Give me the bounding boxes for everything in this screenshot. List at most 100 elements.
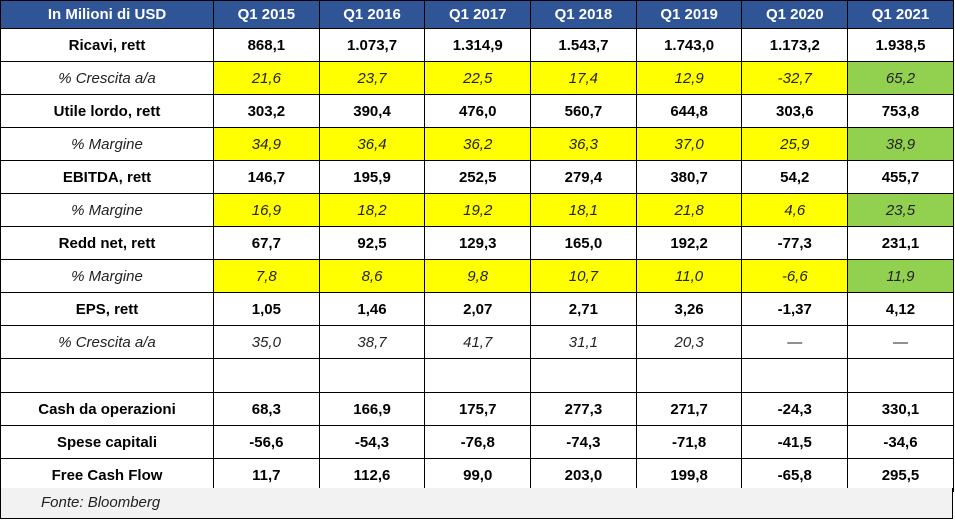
table-cell: 2,71 <box>530 292 637 326</box>
table-row-ebitda: EBITDA, rett 146,7 195,9 252,5 279,4 380,7 54,… <box>0 160 954 194</box>
table-cell: 67,7 <box>213 226 320 260</box>
table-cell: 203,0 <box>530 458 637 492</box>
table-cell: 16,9 <box>213 193 320 227</box>
table-cell <box>424 358 532 393</box>
table-cell: 20,3 <box>635 325 743 359</box>
table-cell: 146,7 <box>213 160 320 194</box>
table-cell: 390,4 <box>318 94 426 128</box>
table-cell: -24,3 <box>741 392 849 426</box>
row-label: % Margine <box>0 193 214 227</box>
table-cell: 165,0 <box>530 226 637 260</box>
table-cell: 31,1 <box>530 325 637 359</box>
table-cell: 11,9 <box>847 259 954 293</box>
table-cell: 4,6 <box>741 193 849 227</box>
table-cell: 22,5 <box>424 61 532 95</box>
table-cell: 644,8 <box>635 94 743 128</box>
table-cell: 38,9 <box>847 127 954 161</box>
table-cell: 277,3 <box>530 392 637 426</box>
table-cell: 21,6 <box>213 61 320 95</box>
table-row-cash-operazioni: Cash da operazioni 68,3 166,9 175,7 277,3 271… <box>0 392 954 426</box>
table-cell: 192,2 <box>635 226 743 260</box>
table-cell: 36,3 <box>530 127 637 161</box>
row-label: Free Cash Flow <box>0 458 214 492</box>
table-header-row: In Milioni di USD Q1 2015 Q1 2016 Q1 201… <box>0 0 954 29</box>
table-row-ricavi: Ricavi, rett 868,1 1.073,7 1.314,9 1.543,7 1.… <box>0 28 954 62</box>
table-cell: 11,7 <box>213 458 320 492</box>
header-year: Q1 2020 <box>741 0 849 29</box>
table-row-margine-ebitda: % Margine 16,9 18,2 19,2 18,1 21,8 4,6 23,5 <box>0 193 954 227</box>
table-cell: 25,9 <box>741 127 849 161</box>
table-cell: 4,12 <box>847 292 954 326</box>
header-year: Q1 2015 <box>213 0 320 29</box>
table-cell: 279,4 <box>530 160 637 194</box>
table-cell: 868,1 <box>213 28 320 62</box>
table-cell: 18,2 <box>318 193 426 227</box>
table-cell: -1,37 <box>741 292 849 326</box>
row-label: Ricavi, rett <box>0 28 214 62</box>
table-cell <box>530 358 637 393</box>
table-cell: 36,2 <box>424 127 532 161</box>
table-cell: 54,2 <box>741 160 849 194</box>
table-cell <box>741 358 849 393</box>
row-label: % Crescita a/a <box>0 325 214 359</box>
table-cell: 8,6 <box>318 259 426 293</box>
table-cell: -74,3 <box>530 425 637 459</box>
table-cell: 41,7 <box>424 325 532 359</box>
table-cell: -56,6 <box>213 425 320 459</box>
table-cell: -77,3 <box>741 226 849 260</box>
table-cell: -6,6 <box>741 259 849 293</box>
table-cell <box>635 358 743 393</box>
table-cell: 35,0 <box>213 325 320 359</box>
row-label: % Margine <box>0 259 214 293</box>
table-cell: 7,8 <box>213 259 320 293</box>
table-cell: -76,8 <box>424 425 532 459</box>
table-row-redd-net: Redd net, rett 67,7 92,5 129,3 165,0 192,2 -77… <box>0 226 954 260</box>
table-cell: 455,7 <box>847 160 954 194</box>
table-row-margine-netto: % Margine 7,8 8,6 9,8 10,7 11,0 -6,6 11,9 <box>0 259 954 293</box>
table-cell: 68,3 <box>213 392 320 426</box>
row-label: Cash da operazioni <box>0 392 214 426</box>
table-cell: 330,1 <box>847 392 954 426</box>
table-row-free-cash-flow: Free Cash Flow 11,7 112,6 99,0 203,0 199,8 -65… <box>0 458 954 492</box>
table-row-spese-capitali: Spese capitali -56,6 -54,3 -76,8 -74,3 -71,8-… <box>0 425 954 459</box>
table-cell: 19,2 <box>424 193 532 227</box>
table-cell: 1.073,7 <box>318 28 426 62</box>
table-cell: -54,3 <box>318 425 426 459</box>
header-units-label: In Milioni di USD <box>0 0 214 29</box>
table-row-eps: EPS, rett 1,05 1,46 2,07 2,71 3,26 -1,37 4,12 <box>0 292 954 326</box>
table-row-utile-lordo: Utile lordo, rett 303,2 390,4 476,0 560,7 644… <box>0 94 954 128</box>
table-row-spacer <box>0 358 954 393</box>
table-cell: 271,7 <box>635 392 743 426</box>
table-cell: 21,8 <box>635 193 743 227</box>
table-cell: — <box>847 325 954 359</box>
table-cell: 560,7 <box>530 94 637 128</box>
table-cell: 252,5 <box>424 160 532 194</box>
table-cell: -65,8 <box>741 458 849 492</box>
row-label: Utile lordo, rett <box>0 94 214 128</box>
table-cell: 129,3 <box>424 226 532 260</box>
row-label: % Margine <box>0 127 214 161</box>
table-cell: 476,0 <box>424 94 532 128</box>
table-cell: 2,07 <box>424 292 532 326</box>
table-cell: 11,0 <box>635 259 743 293</box>
table-cell: 99,0 <box>424 458 532 492</box>
table-cell: 12,9 <box>635 61 743 95</box>
table-cell: 1,05 <box>213 292 320 326</box>
table-cell: 65,2 <box>847 61 954 95</box>
table-cell: 23,5 <box>847 193 954 227</box>
table-cell: 1.743,0 <box>635 28 743 62</box>
table-cell: 1.314,9 <box>424 28 532 62</box>
table-cell: 1.543,7 <box>530 28 637 62</box>
table-cell: 231,1 <box>847 226 954 260</box>
table-cell: 37,0 <box>635 127 743 161</box>
table-cell: 1.938,5 <box>847 28 954 62</box>
table-cell: 195,9 <box>318 160 426 194</box>
source-note: Fonte: Bloomberg <box>41 494 161 511</box>
table-cell: 112,6 <box>318 458 426 492</box>
table-cell: 92,5 <box>318 226 426 260</box>
table-cell: 10,7 <box>530 259 637 293</box>
row-label: Redd net, rett <box>0 226 214 260</box>
table-cell: 303,6 <box>741 94 849 128</box>
table-cell: 9,8 <box>424 259 532 293</box>
